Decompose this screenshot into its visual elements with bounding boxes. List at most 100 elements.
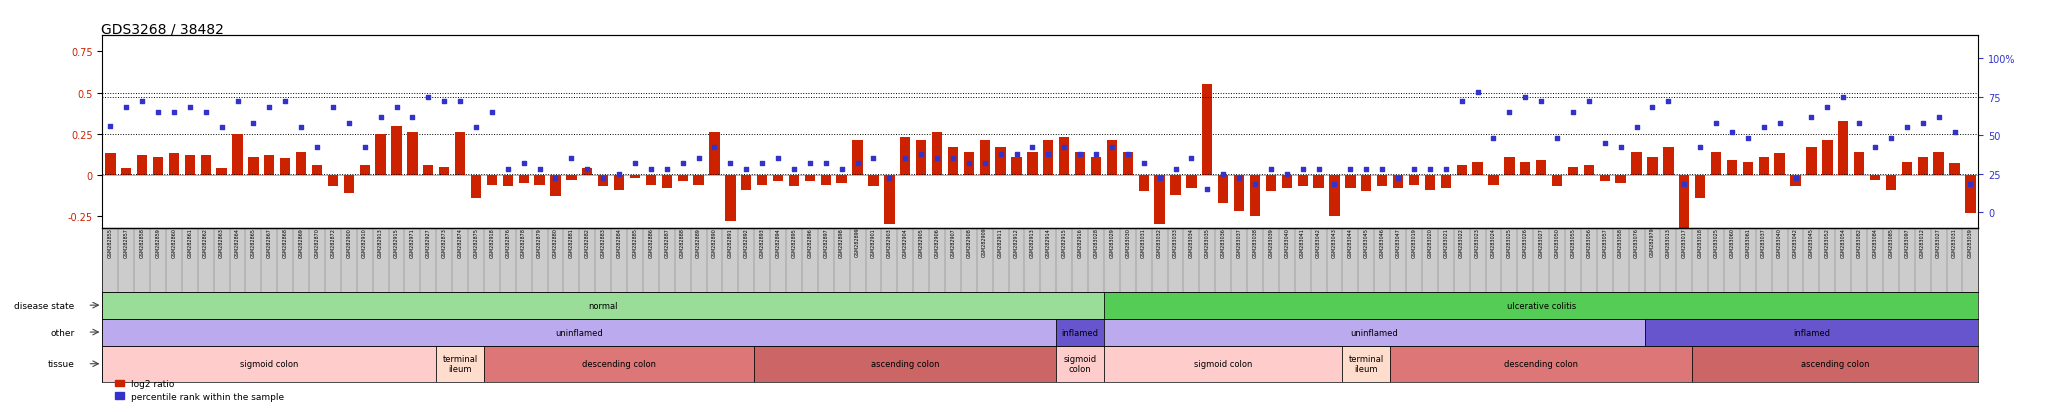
Point (111, 105, 143, 112)
Bar (137, 156, 147, 176)
Point (1794, 114, 1827, 121)
Point (1700, 120, 1733, 127)
Bar (1313, 176, 1323, 189)
Point (1223, 176, 1255, 182)
Bar (231, 134, 244, 176)
Bar (455, 133, 465, 176)
Bar (201, 156, 211, 176)
Point (1192, 186, 1225, 193)
Point (221, 99, 254, 105)
Legend: log2 ratio, percentile rank within the sample: log2 ratio, percentile rank within the s… (111, 375, 287, 404)
Bar (1425, 176, 1436, 190)
Bar (645, 176, 655, 185)
Point (1731, 135, 1763, 142)
Point (1446, 99, 1479, 105)
Text: GDS3268 / 38482: GDS3268 / 38482 (100, 22, 223, 36)
Point (999, 151, 1032, 157)
Bar (1362, 176, 1372, 192)
Bar (360, 166, 371, 176)
Point (1112, 151, 1145, 157)
Bar (1536, 161, 1546, 176)
Bar (885, 176, 895, 225)
Bar (1155, 176, 1165, 225)
Bar (1933, 152, 1944, 176)
Text: normal: normal (588, 301, 618, 310)
Bar (1552, 176, 1563, 187)
Point (889, 156, 922, 162)
Bar (788, 176, 799, 187)
Bar (424, 166, 434, 176)
Text: sigmoid colon: sigmoid colon (240, 359, 299, 368)
Point (793, 160, 825, 167)
Point (555, 156, 588, 162)
Text: tissue: tissue (47, 359, 74, 368)
Point (1286, 166, 1319, 173)
Point (1954, 182, 1987, 188)
Bar (1122, 152, 1133, 176)
Point (348, 145, 381, 152)
Point (268, 99, 301, 105)
Bar (1104, 346, 1341, 382)
Point (1143, 176, 1176, 182)
Text: descending colon: descending colon (582, 359, 655, 368)
Bar (1917, 157, 1927, 176)
Bar (1057, 346, 1104, 382)
Bar (948, 147, 958, 176)
Bar (631, 176, 641, 179)
Bar (1806, 147, 1817, 176)
Point (1716, 129, 1749, 136)
Point (205, 125, 238, 131)
Bar (438, 167, 449, 176)
Point (922, 156, 954, 162)
Bar (1632, 152, 1642, 176)
Bar (1104, 292, 1978, 319)
Point (238, 120, 270, 127)
Point (475, 109, 508, 116)
Point (856, 156, 889, 162)
Point (1923, 114, 1956, 121)
Bar (1012, 157, 1022, 176)
Bar (1583, 166, 1593, 176)
Bar (1249, 176, 1260, 216)
Point (1255, 166, 1288, 173)
Point (1636, 105, 1669, 112)
Point (1049, 145, 1081, 152)
Bar (694, 176, 705, 185)
Point (1350, 166, 1382, 173)
Point (1493, 109, 1526, 116)
Text: sigmoid colon: sigmoid colon (1194, 359, 1253, 368)
Point (952, 160, 985, 167)
Point (1683, 145, 1716, 152)
Bar (1202, 85, 1212, 176)
Point (174, 105, 207, 112)
Point (1206, 171, 1239, 178)
Bar (995, 147, 1006, 176)
Point (508, 160, 541, 167)
Bar (1440, 176, 1450, 189)
Point (809, 160, 842, 167)
Bar (899, 138, 911, 176)
Text: inflamed: inflamed (1061, 328, 1098, 337)
Bar (1903, 162, 1913, 176)
Bar (297, 152, 307, 176)
Bar (614, 176, 625, 190)
Point (1747, 125, 1780, 131)
Point (1032, 151, 1065, 157)
Text: uninflamed: uninflamed (555, 328, 604, 337)
Point (1763, 120, 1796, 127)
Text: sigmoid
colon: sigmoid colon (1063, 354, 1096, 373)
Point (395, 114, 428, 121)
Point (715, 160, 748, 167)
Bar (741, 176, 752, 190)
Point (1460, 90, 1493, 96)
Point (666, 160, 698, 167)
Point (1397, 166, 1430, 173)
Point (1890, 125, 1923, 131)
Bar (1696, 176, 1706, 198)
Bar (1473, 162, 1483, 176)
Bar (102, 292, 1104, 319)
Point (1540, 135, 1573, 142)
Bar (281, 159, 291, 176)
Point (1556, 109, 1589, 116)
Bar (391, 126, 401, 176)
